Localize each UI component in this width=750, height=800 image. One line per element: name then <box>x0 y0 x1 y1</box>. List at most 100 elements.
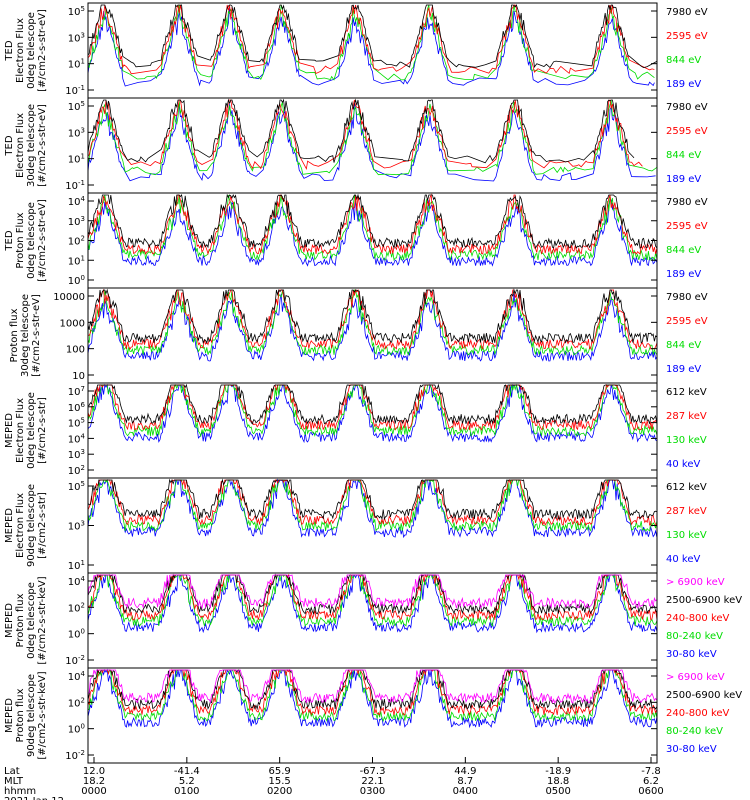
y-tick-label: 104 <box>68 432 86 445</box>
series-line <box>88 383 657 425</box>
y-axis-label: 0deg telescope <box>26 392 37 469</box>
x-axis-row-label: MLT <box>4 776 24 787</box>
series-line <box>88 383 657 438</box>
x-tick-label-lat: 65.9 <box>269 766 291 777</box>
panel-ted_e_30: 10-1 101 103 105 TED Electron Flux 30deg teles… <box>4 97 708 194</box>
series-line <box>88 193 657 256</box>
y-tick-label: 100 <box>68 723 85 736</box>
y-axis-label: [#/cm2-s-str-keV] <box>37 671 48 759</box>
legend-entry: 612 keV <box>666 387 707 398</box>
y-tick-label: 104 <box>68 575 86 588</box>
series-line <box>88 669 657 704</box>
legend-entry: 2595 eV <box>666 221 708 232</box>
legend-entry: 844 eV <box>666 340 701 351</box>
legend-entry: 2595 eV <box>666 31 708 42</box>
legend-entry: 7980 eV <box>666 102 708 113</box>
panel-ted_p_30: 10 100 1000 10000 Proton flux 30deg telescope… <box>9 287 708 384</box>
panel-ted_p_0: 100 101 102 103 104 TED Proton Flux 0deg telesc… <box>4 192 708 289</box>
x-tick-label-hhmm: 0500 <box>545 786 570 797</box>
y-tick-label: 10-1 <box>65 179 85 192</box>
legend-entry: 130 keV <box>666 530 707 541</box>
x-tick-label-lat: -7.8 <box>641 766 661 777</box>
x-tick-label-mlt: 5.2 <box>179 776 195 787</box>
panel-traces <box>88 668 657 729</box>
y-tick-label: 105 <box>68 5 85 18</box>
y-axis-label: Proton Flux <box>15 212 26 268</box>
y-tick-label: 105 <box>68 100 85 113</box>
y-axis-label: [#/cm2-s-str-eV] <box>37 104 48 187</box>
y-axis-label: MEPED <box>4 603 15 638</box>
legend-entry: 2595 eV <box>666 316 708 327</box>
x-tick-label-lat: -18.9 <box>545 766 571 777</box>
panel-traces <box>88 4 657 87</box>
series-line <box>88 288 657 350</box>
y-tick-label: 101 <box>68 559 85 572</box>
y-axis-label: [#/cm2-s-str-keV] <box>37 576 48 664</box>
legend-entry: > 6900 keV <box>666 672 725 683</box>
x-tick-label-lat: -41.4 <box>174 766 200 777</box>
series-line <box>88 193 657 250</box>
y-tick-label: 10000 <box>53 292 85 303</box>
y-tick-label: 102 <box>68 601 85 614</box>
legend-entry: 30-80 keV <box>666 649 717 660</box>
x-tick-label-hhmm: 0100 <box>174 786 199 797</box>
x-tick-label-mlt: 22.1 <box>361 776 383 787</box>
legend-entry: 240-800 keV <box>666 708 730 719</box>
y-axis-label: TED <box>4 135 15 156</box>
x-tick-label-hhmm: 0600 <box>638 786 663 797</box>
y-tick-label: 10-1 <box>65 84 85 97</box>
series-line <box>88 293 657 362</box>
series-line <box>88 99 643 171</box>
legend-entry: 40 keV <box>666 554 700 565</box>
y-axis-label: 90deg telescope <box>26 484 37 567</box>
legend-entry: 189 eV <box>666 174 701 185</box>
series-line <box>88 98 635 164</box>
y-tick-label: 104 <box>68 670 86 683</box>
series-line <box>88 288 657 345</box>
x-axis-row-label: 2021 Jan 12 <box>4 796 64 800</box>
y-tick-label: 102 <box>68 464 85 477</box>
y-tick-label: 101 <box>68 58 85 71</box>
panel-traces <box>88 383 657 444</box>
legend-entry: 2500-6900 keV <box>666 595 742 606</box>
y-axis-label: MEPED <box>4 413 15 448</box>
y-axis-label: Electron Flux <box>15 493 26 558</box>
y-tick-label: 102 <box>68 235 85 248</box>
legend-entry: 40 keV <box>666 459 700 470</box>
legend-entry: 240-800 keV <box>666 613 730 624</box>
y-axis-label: Electron Flux <box>15 398 26 463</box>
legend-entry: 80-240 keV <box>666 631 723 642</box>
series-line <box>88 574 657 610</box>
legend-entry: > 6900 keV <box>666 577 725 588</box>
y-axis-label: [#/cm2-s-str] <box>37 397 48 464</box>
y-tick-label: 100 <box>66 345 85 356</box>
x-tick-label-lat: 12.0 <box>83 766 105 777</box>
series-line <box>88 194 657 262</box>
legend-entry: 7980 eV <box>666 292 708 303</box>
x-tick-label-mlt: 8.7 <box>457 776 473 787</box>
legend-entry: 30-80 keV <box>666 744 717 755</box>
series-line <box>88 574 657 634</box>
y-axis-label: TED <box>4 230 15 251</box>
x-tick-label-lat: -67.3 <box>360 766 386 777</box>
y-axis-label: 30deg telescope <box>20 294 31 377</box>
y-tick-label: 105 <box>68 417 85 430</box>
y-axis-label: 90deg telescope <box>26 674 37 757</box>
series-line <box>88 479 657 527</box>
series-line <box>88 4 655 75</box>
legend-entry: 130 keV <box>666 435 707 446</box>
x-tick-label-mlt: 18.2 <box>83 776 105 787</box>
y-tick-label: 107 <box>68 385 85 398</box>
series-line <box>88 4 657 69</box>
legend-entry: 189 eV <box>666 269 701 280</box>
panel-traces <box>88 193 657 267</box>
panel-meped_e_90: 101 103 105 MEPED Electron Flux 90deg telesco… <box>4 477 707 574</box>
y-tick-label: 10 <box>72 371 85 382</box>
legend-entry: 612 keV <box>666 482 707 493</box>
y-tick-label: 104 <box>68 195 86 208</box>
y-tick-label: 100 <box>68 274 85 287</box>
x-tick-label-hhmm: 0200 <box>267 786 292 797</box>
x-tick-label-mlt: 18.8 <box>547 776 569 787</box>
y-axis-label: MEPED <box>4 508 15 543</box>
